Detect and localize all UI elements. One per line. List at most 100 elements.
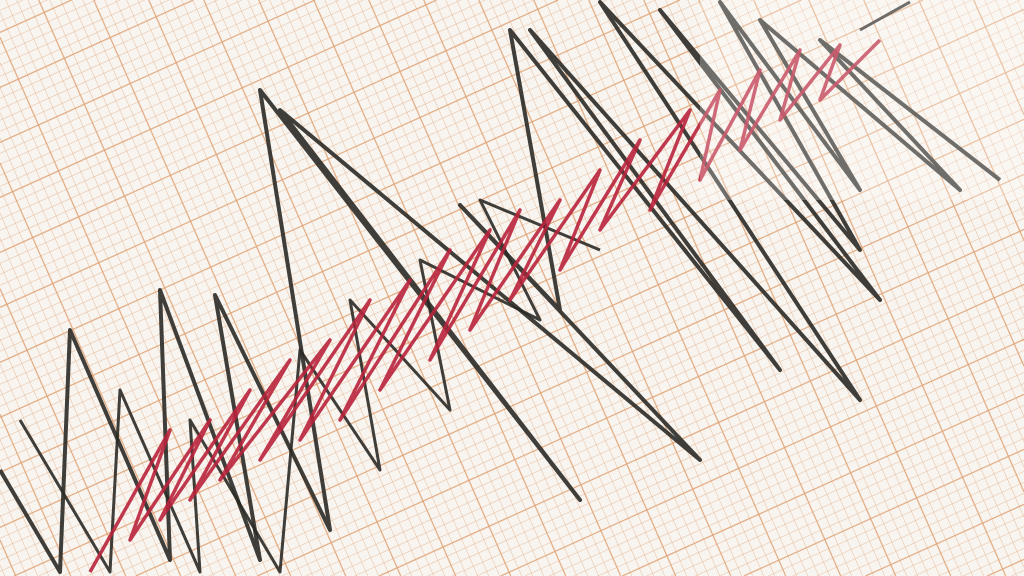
grid-line [918,0,1024,241]
grid-line [743,448,1024,576]
grid-line [951,0,1024,166]
grid-line [49,0,303,576]
grid-line [0,0,899,407]
grid-line [597,383,1024,576]
grid-line [111,163,1024,576]
grid-line [0,338,105,576]
grid-line [792,471,1024,576]
grid-line [816,482,1024,576]
grid-line [0,0,486,220]
grid-line [0,0,681,308]
grid-line [225,0,479,576]
grid-line [973,0,1024,116]
grid-line [82,0,336,576]
grid-line [665,0,919,576]
grid-line [302,0,556,576]
grid-line [940,0,1024,191]
grid-line [313,0,567,576]
grid-line [62,141,1024,576]
grid-line [841,0,1024,417]
grid-line [698,0,952,576]
grid-line [0,0,753,341]
grid-line [0,0,413,187]
grid-line [573,372,1024,576]
grid-line [549,361,1024,576]
grid-line [257,228,1024,576]
grid-line [524,350,1024,576]
grid-line [852,0,1024,392]
grid-line [115,0,369,576]
grid-line [0,0,875,396]
grid-line [577,0,831,576]
grid-line [984,0,1024,90]
grid-line [148,0,402,576]
grid-line [808,0,1024,493]
grid-line [654,0,908,576]
grid-line [863,0,1024,367]
grid-line [203,0,457,576]
grid-line [907,0,1024,266]
grid-line [0,288,127,576]
grid-line [0,137,193,576]
grid-line [181,0,435,576]
grid-line [719,438,1024,576]
grid-line [13,118,1024,576]
grid-line [104,0,358,576]
grid-line [610,0,864,576]
dark-trace-line [859,0,911,32]
grid-line [929,0,1024,216]
grid-line [456,0,710,576]
grid-line [599,0,853,576]
grid-line [533,0,787,576]
grid-line [126,0,380,576]
grid-line [489,0,743,576]
dark-trace-line [0,0,1002,574]
grid-line [434,0,688,576]
grid-line [511,0,765,576]
grid-line [500,0,754,576]
grid-line [0,514,28,576]
grid-line [269,0,523,576]
grid-line [184,196,1024,576]
grid-line [0,0,534,242]
grid-line [0,539,17,576]
grid-line [86,152,1024,576]
grid-line [0,0,437,198]
grid-line [0,0,291,132]
highlight-overlay [700,0,1024,200]
grid-line [214,0,468,576]
grid-line [566,0,820,576]
grid-line [378,283,1024,576]
grid-line [0,565,6,576]
grid-line [0,8,1024,473]
grid-line [0,0,72,33]
grid-line [896,0,1024,291]
grid-line [159,0,413,576]
grid-line [0,0,194,88]
seismic-trace-dark [0,0,1002,574]
grid-line [0,0,243,110]
grid-line [0,0,170,77]
grid-line [1011,570,1024,576]
red-trace-line [88,38,882,573]
grid-line [775,0,1024,568]
grid-line [695,427,1024,576]
grid-line [170,0,424,576]
grid-line [0,11,248,576]
grid-line [720,0,974,576]
grid-line [865,503,1024,576]
grid-line [38,0,292,576]
grid-line [232,218,1024,576]
grid-line [0,0,340,154]
grid-line [445,0,699,576]
grid-line [0,0,24,11]
grid-line [0,0,364,165]
grid-line [467,0,721,576]
grid-line [357,0,611,576]
grid-line [646,405,1024,576]
grid-line [330,262,1024,576]
grid-line [0,0,705,319]
grid-line [5,0,259,576]
grid-line [0,86,1024,550]
